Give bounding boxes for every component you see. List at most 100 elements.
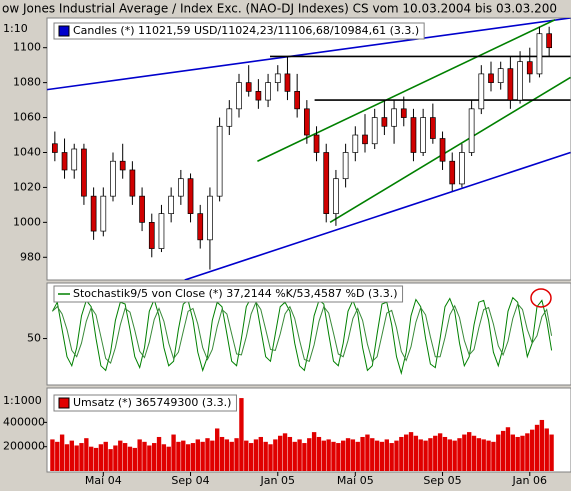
volume-bar [244,440,249,471]
legend-box [53,394,237,412]
candle-body [226,108,233,127]
volume-bar [525,433,530,471]
candle-body [216,125,223,197]
volume-bar [437,433,443,471]
volume-bar [152,443,157,471]
volume-bar [321,440,326,471]
candle-body [119,160,126,171]
candle-body [526,61,533,75]
volume-bar [55,441,60,471]
y-tick-label: 1000 [13,215,41,228]
candle-body [439,138,446,162]
candle-body [313,134,320,153]
candle-body [352,134,359,153]
volume-bar [544,428,549,471]
volume-bar [539,419,545,471]
legend-text: Stochastik9/5 von Close (*) 37,2144 %K/5… [73,287,398,300]
y-tick-label: 1040 [13,145,41,158]
volume-bar [442,436,448,471]
candle-body [517,61,523,101]
y-tick-label: 200000 [3,440,45,453]
scale-label: 1:1000 [3,394,42,407]
legend-box [53,22,425,40]
price-plot [47,18,571,280]
candle-body [284,73,291,92]
scale-label: 1:10 [3,22,28,35]
volume-bar [50,439,55,471]
candle-body [333,178,339,214]
candle-body [236,82,242,110]
volume-bar [476,438,482,471]
volume-bar [84,438,89,471]
y-tick-label: 1060 [13,111,41,124]
trendline [329,76,571,224]
trendline [47,18,571,91]
volume-bar [467,432,472,471]
volume-bar [505,427,511,471]
candle-body [158,213,165,249]
volume-bar [132,447,137,471]
stochastic-line [52,301,553,365]
volume-bar [510,434,515,471]
volume-bar [127,446,133,471]
volume-bar [229,441,234,471]
candle-body [90,195,97,232]
volume-bar [457,438,462,471]
volume-bar [355,441,360,471]
volume-bar [200,441,205,471]
candle-body [371,117,378,145]
candle-body [129,169,136,197]
candle-body [274,73,281,83]
volume-bar [69,440,74,471]
volume-bar [500,430,506,471]
candle-body [507,68,514,101]
volume-bar [292,441,297,471]
candle-body [148,222,155,249]
volume-bar [89,446,94,471]
volume-bar [447,439,452,471]
candle-body [410,117,417,153]
candle-body [265,82,271,101]
volume-bar [93,447,99,471]
volume-bar [433,435,438,471]
volume-bar [345,438,351,471]
volume-bar [428,438,433,471]
volume-bar [331,441,336,471]
volume-bar [219,436,225,471]
volume-bar [239,398,244,471]
x-tick-label: Mai 05 [337,474,374,487]
candle-body [245,82,252,92]
candle-body [459,152,465,185]
volume-bar [462,434,467,471]
volume-bar [491,441,496,471]
price-panel [46,17,571,281]
volume-bar [176,441,181,471]
volume-bar [534,424,540,471]
volume-bar [258,436,263,471]
volume-bar [336,443,341,471]
volume-bar [195,439,200,471]
volume-bar [365,434,370,471]
candle-body [323,152,330,214]
volume-bar [341,440,346,471]
volume-bar [268,444,273,471]
candle-body [71,148,78,171]
volume-bar [471,435,477,471]
candle-body [420,117,427,153]
legend-text: Umsatz (*) 365749300 (3.3.) [73,396,231,409]
candle-body [110,160,116,197]
volume-bar [64,444,70,471]
volume-bar [549,434,554,471]
volume-bar [79,443,84,471]
volume-bar [394,440,399,471]
stochastic-plot [51,296,553,376]
candle-body [536,33,543,75]
volume-bar [326,439,331,471]
volume-bar [161,444,167,471]
volume-bar [118,440,123,471]
volume-bar [418,439,423,471]
volume-bar [515,436,520,471]
volume-bar [147,445,152,471]
legend-text: Candles (*) 11021,59 USD/11024,23/11106,… [73,24,419,37]
